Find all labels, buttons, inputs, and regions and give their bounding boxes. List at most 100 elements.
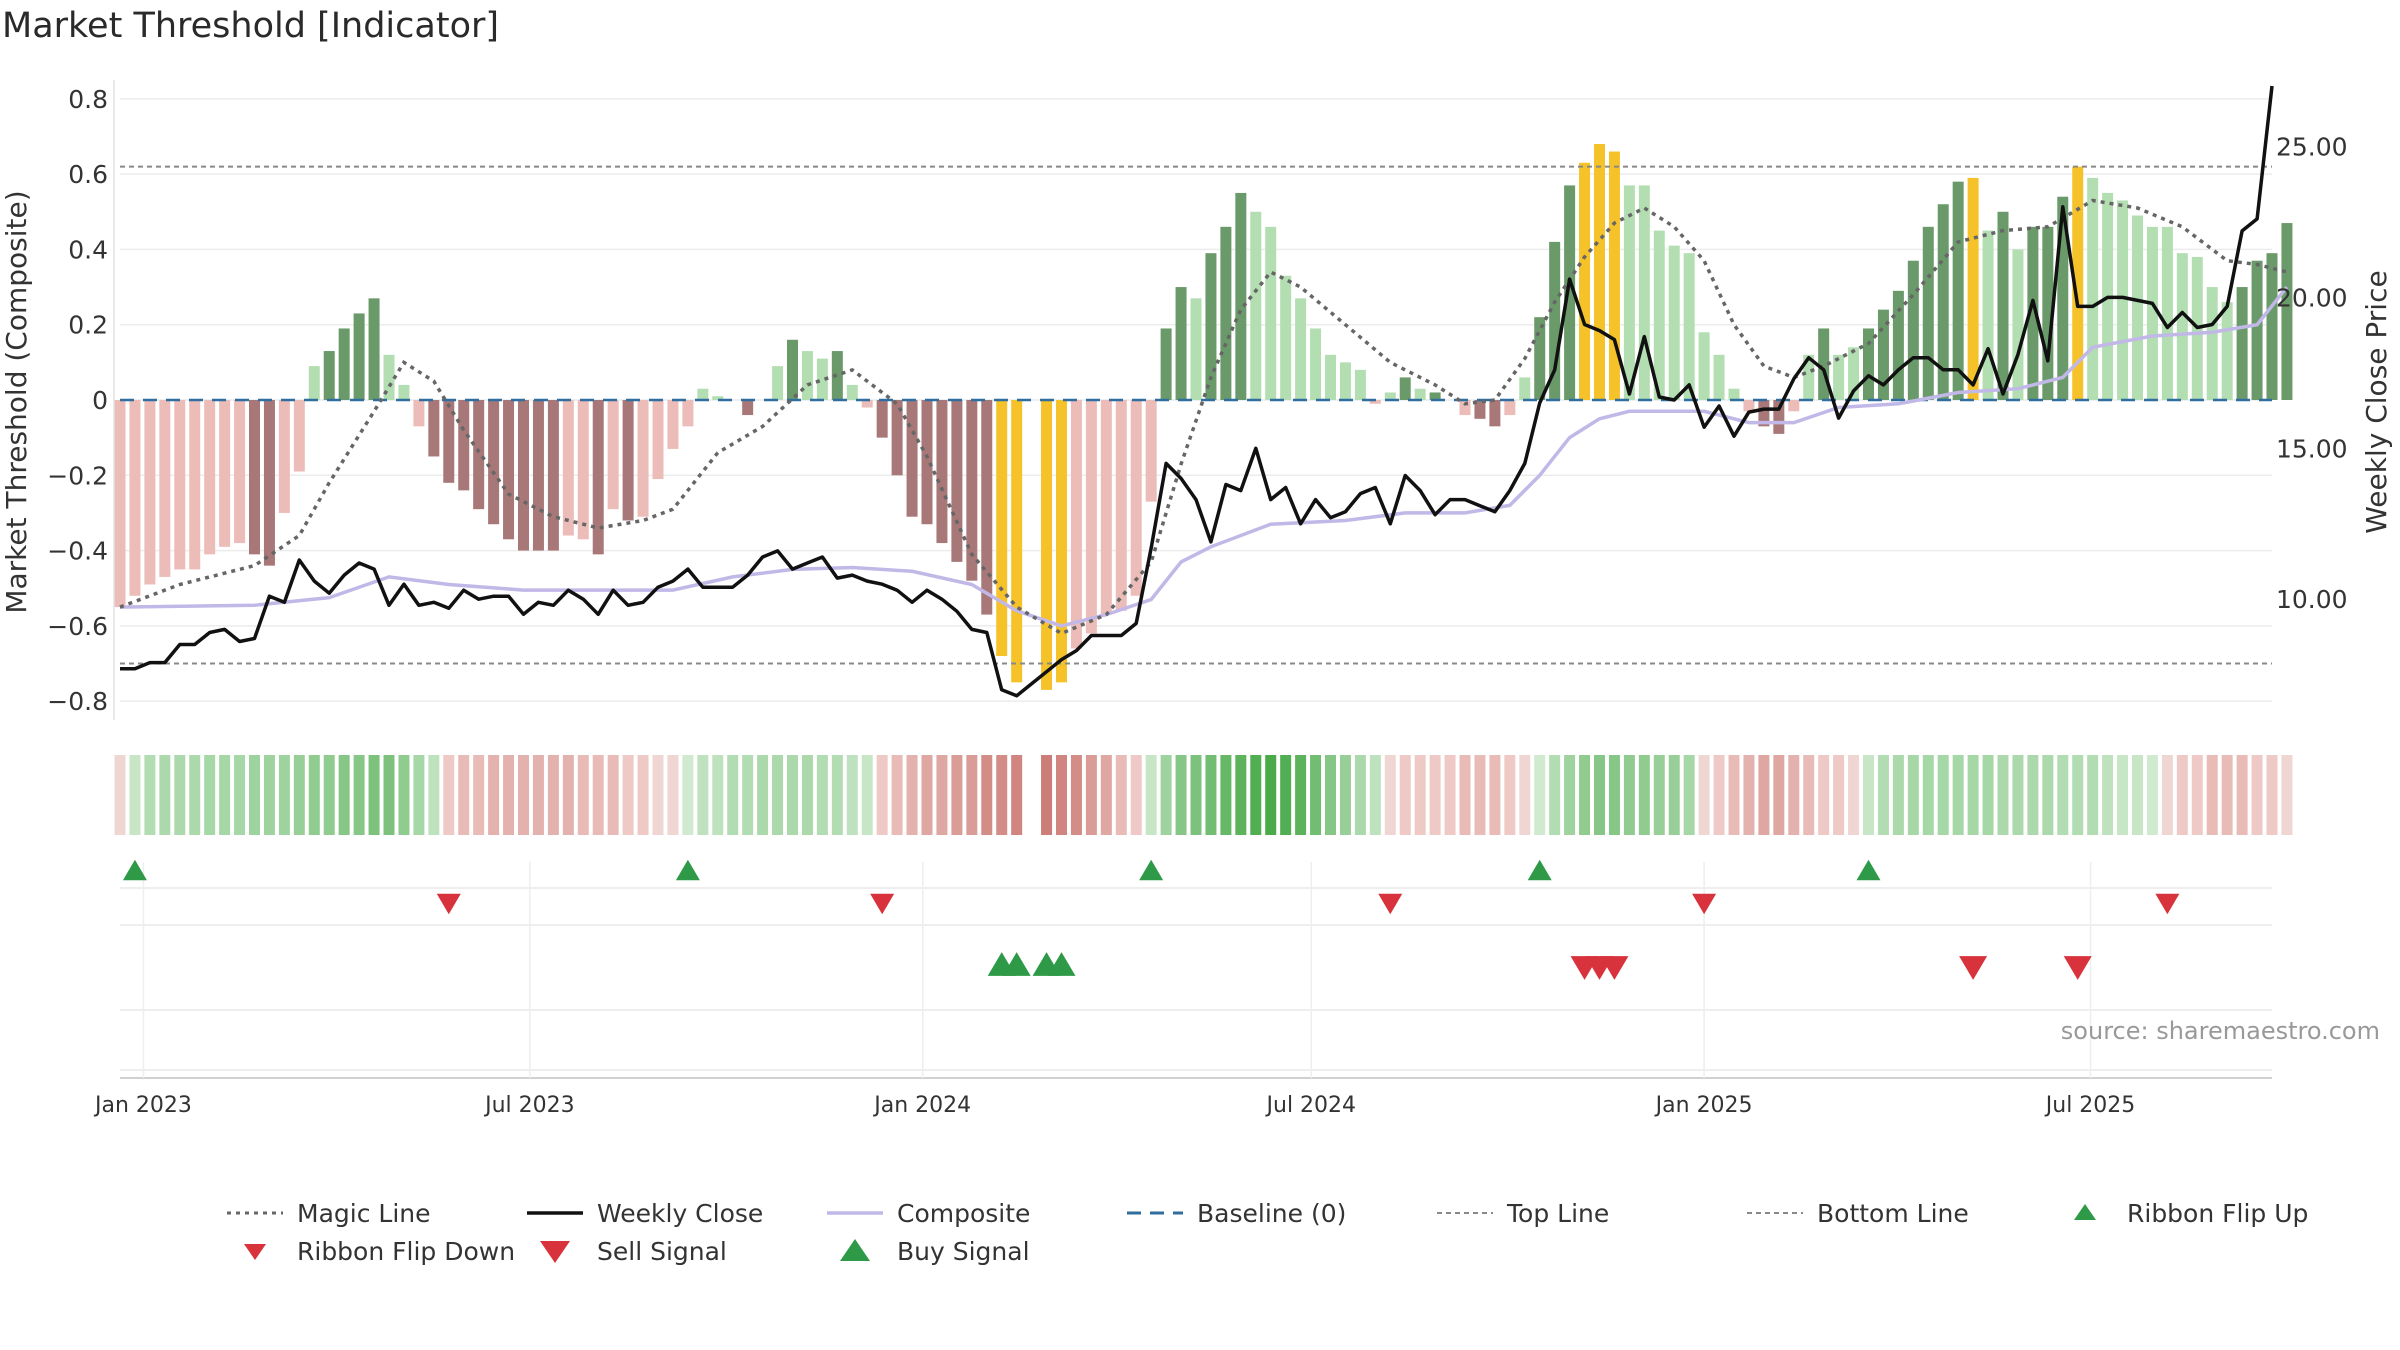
- composite-bar: [562, 400, 574, 536]
- ribbon-cell: [2236, 755, 2248, 835]
- composite-bar: [1250, 211, 1262, 400]
- ribbon-cell: [1100, 755, 1112, 835]
- y2-tick-label: 25.00: [2276, 132, 2348, 161]
- ribbon-cell: [1444, 755, 1456, 835]
- ribbon-cell: [1803, 755, 1815, 835]
- composite-bar: [1339, 362, 1351, 400]
- ribbon-flip-down-marker: [2155, 893, 2180, 915]
- legend-symbol: [540, 1241, 570, 1263]
- ribbon-cell: [1833, 755, 1845, 835]
- ribbon-cell: [1549, 755, 1561, 835]
- ribbon-cell: [1265, 755, 1277, 835]
- ribbon-cell: [951, 755, 963, 835]
- ribbon-cell: [1668, 755, 1680, 835]
- ribbon-cell: [1519, 755, 1531, 835]
- composite-bar: [1130, 400, 1142, 596]
- ribbon-cell: [607, 755, 619, 835]
- composite-bar: [1190, 298, 1202, 400]
- composite-bar: [1384, 392, 1396, 400]
- composite-bar: [906, 400, 918, 517]
- ribbon-cell: [1877, 755, 1889, 835]
- ribbon-cell: [846, 755, 858, 835]
- ribbon-cell: [1369, 755, 1381, 835]
- sell-signal-marker: [1600, 956, 1629, 980]
- ribbon-cell: [1937, 755, 1949, 835]
- legend-item: Magic Line: [225, 1198, 431, 1228]
- composite-bar: [996, 400, 1008, 656]
- composite-bar: [413, 400, 425, 427]
- ribbon-cell: [532, 755, 544, 835]
- ribbon-cell: [1534, 755, 1546, 835]
- ribbon-cell: [1997, 755, 2009, 835]
- composite-bar: [1459, 400, 1471, 416]
- ribbon-cell: [2251, 755, 2263, 835]
- legend-item: Baseline (0): [1125, 1198, 1346, 1228]
- ribbon-strip: [114, 755, 2293, 835]
- ribbon-flip-up-marker: [122, 859, 147, 881]
- ribbon-cell: [1564, 755, 1576, 835]
- ribbon-cell: [114, 755, 126, 835]
- ribbon-cell: [1190, 755, 1202, 835]
- composite-bar: [1160, 328, 1172, 400]
- ribbon-cell: [1295, 755, 1307, 835]
- composite-bar: [428, 400, 440, 457]
- ribbon-cell: [682, 755, 694, 835]
- composite-bar: [323, 351, 335, 400]
- composite-bar: [1937, 204, 1949, 400]
- composite-bar: [1803, 354, 1815, 400]
- ribbon-cell: [981, 755, 993, 835]
- composite-bar: [1056, 400, 1067, 683]
- composite-bar: [1848, 347, 1860, 400]
- ribbon-cell: [1160, 755, 1172, 835]
- composite-bar: [1892, 290, 1904, 400]
- y-tick-label: −0.8: [47, 687, 108, 716]
- ribbon-flip-up-marker: [1139, 859, 1164, 881]
- ribbon-cell: [383, 755, 395, 835]
- ribbon-cell: [906, 755, 918, 835]
- buy-signal-marker: [1047, 952, 1076, 976]
- composite-bar: [951, 400, 963, 562]
- composite-bar: [398, 384, 410, 400]
- composite-bar: [1369, 400, 1381, 404]
- composite-bar: [622, 400, 634, 521]
- legend-symbol: [1747, 1212, 1803, 1214]
- ribbon-cell: [503, 755, 515, 835]
- composite-bar: [667, 400, 679, 449]
- y-tick-label: −0.4: [47, 537, 108, 566]
- composite-bar: [1519, 377, 1531, 400]
- composite-bar: [1041, 400, 1053, 690]
- composite-bar: [1504, 400, 1516, 416]
- composite-bar: [1863, 328, 1874, 400]
- composite-bar: [1608, 151, 1620, 400]
- legend-symbol: [2074, 1204, 2096, 1220]
- ribbon-cell: [353, 755, 365, 835]
- legend-label: Bottom Line: [1817, 1198, 1969, 1228]
- ribbon-cell: [174, 755, 186, 835]
- composite-bar: [1265, 226, 1277, 400]
- composite-bar: [2251, 260, 2263, 400]
- composite-bar: [592, 400, 604, 555]
- composite-bar: [1728, 388, 1740, 400]
- buy-signal-marker: [1002, 952, 1031, 976]
- ribbon-cell: [368, 755, 380, 835]
- ribbon-cell: [1220, 755, 1232, 835]
- composite-bar: [2281, 223, 2293, 400]
- legend-symbol: [527, 1211, 583, 1215]
- composite-bar: [1982, 230, 1994, 400]
- composite-bar: [577, 400, 589, 540]
- legend-symbol: [1437, 1212, 1493, 1214]
- composite-bar: [1549, 241, 1561, 400]
- composite-bar: [787, 339, 798, 400]
- ribbon-cell: [189, 755, 201, 835]
- composite-bar: [846, 384, 858, 400]
- ribbon-cell: [2132, 755, 2143, 835]
- ribbon-cell: [1504, 755, 1516, 835]
- ribbon-cell: [1713, 755, 1725, 835]
- composite-bar: [1653, 230, 1665, 400]
- composite-bar: [1280, 275, 1292, 400]
- ribbon-cell: [278, 755, 290, 835]
- ribbon-cell: [293, 755, 305, 835]
- composite-bar: [1295, 298, 1307, 400]
- composite-bar: [1310, 328, 1322, 400]
- ribbon-cell: [1339, 755, 1351, 835]
